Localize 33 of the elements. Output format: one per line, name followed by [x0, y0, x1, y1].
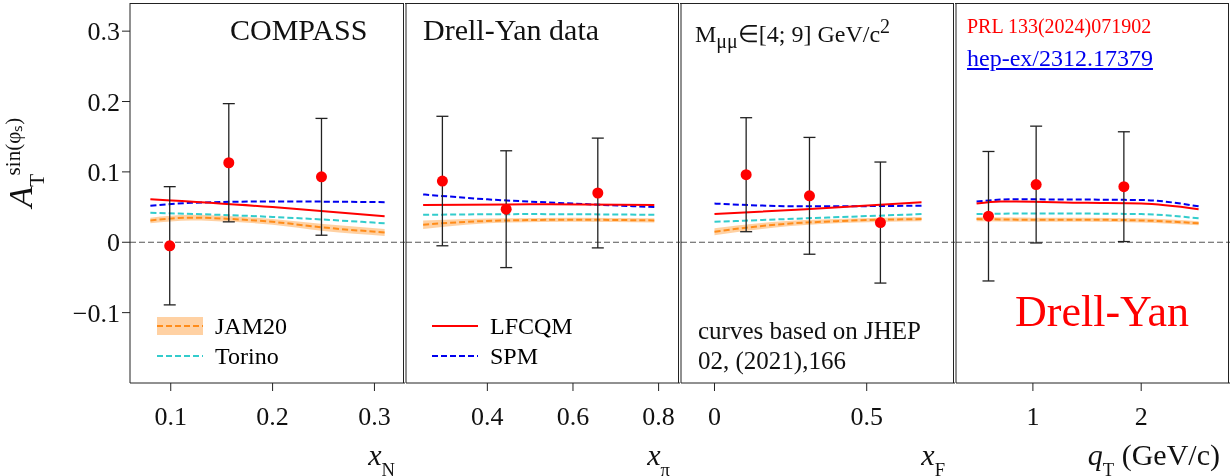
- legend-label: Torino: [215, 342, 279, 370]
- x-tick-label: 0.8: [642, 402, 675, 432]
- annotation: Drell-Yan data: [423, 12, 600, 48]
- x-tick-label: 0.4: [471, 402, 504, 432]
- annotation: M$_{μμ}$∈[4; 9] GeV/c$^{2}$: [695, 14, 891, 53]
- x-tick-label: 0: [707, 402, 721, 432]
- y-tick-label: 0.3: [87, 17, 120, 47]
- x-tick-label: 0.5: [850, 402, 883, 432]
- x-axis-title: q$_{T}$ (GeV/c): [1087, 438, 1220, 476]
- y-tick-label: 0.1: [87, 158, 120, 188]
- point: [315, 171, 327, 183]
- legend-label: JAM20: [215, 312, 288, 340]
- x-tick-label: 0.3: [358, 402, 391, 432]
- x-axis-title: x$_{N}$: [367, 438, 395, 476]
- annotation: PRL 133(2024)071902: [967, 14, 1152, 38]
- y-tick-label: 0: [107, 228, 120, 258]
- annotation: hep-ex/2312.17379: [967, 44, 1153, 73]
- x-tick-label: 1: [1026, 402, 1040, 432]
- point: [223, 157, 235, 169]
- x-tick-label: 2: [1134, 402, 1148, 432]
- annotation: COMPASS: [230, 12, 368, 48]
- x-tick-label: 0.1: [154, 402, 187, 432]
- legend-label: LFCQM: [490, 312, 573, 340]
- x-tick-label: 0.2: [256, 402, 289, 432]
- x-axis-title: x$_{π}$: [646, 438, 671, 476]
- annotation: Drell-Yan: [1015, 286, 1189, 339]
- x-tick-label: 0.6: [556, 402, 590, 432]
- y-tick-label: −0.1: [72, 298, 120, 328]
- y-tick-label: 0.2: [87, 87, 120, 117]
- x-axis-title: x$_{F}$: [920, 438, 945, 476]
- point: [164, 240, 176, 252]
- annotation: curves based on JHEP 02, (2021),166: [698, 316, 921, 376]
- legend-label: SPM: [490, 342, 539, 370]
